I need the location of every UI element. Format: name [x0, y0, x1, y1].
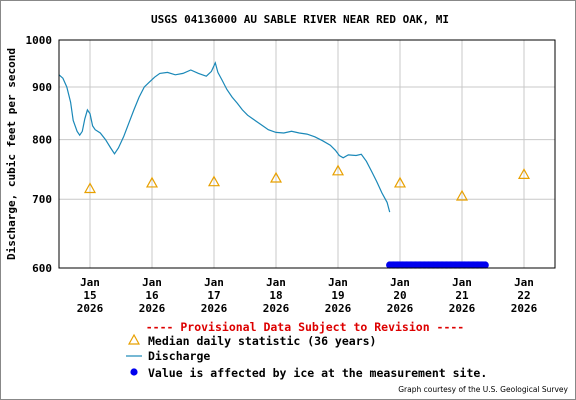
x-tick-label: 2026 — [263, 302, 290, 315]
median-point — [517, 168, 531, 179]
x-tick-label: Jan — [452, 276, 472, 289]
x-tick-label: 18 — [269, 289, 282, 302]
x-tick-label: Jan — [390, 276, 410, 289]
legend-ice-dot-icon — [130, 368, 138, 376]
x-tick-label: Jan — [80, 276, 100, 289]
median-point — [269, 171, 283, 183]
legend-median-label: Median daily statistic (36 years) — [148, 334, 376, 348]
y-tick-label: 700 — [32, 193, 52, 206]
x-tick-label: 19 — [331, 289, 344, 302]
y-tick-label: 600 — [32, 262, 52, 275]
y-tick-label: 1000 — [26, 34, 53, 47]
x-tick-label: 2026 — [139, 302, 166, 315]
x-tick-label: Jan — [514, 276, 534, 289]
y-tick-label: 900 — [32, 81, 52, 94]
x-tick-label: Jan — [266, 276, 286, 289]
y-tick-label: 800 — [32, 134, 52, 147]
series-layer — [58, 61, 531, 269]
plot-border — [58, 39, 556, 269]
y-axis-label: Discharge, cubic feet per second — [5, 48, 18, 260]
x-tick-label: 16 — [145, 289, 159, 302]
x-tick-label: Jan — [142, 276, 162, 289]
plot-area — [59, 40, 555, 268]
x-tick-label: 22 — [517, 289, 530, 302]
median-point — [207, 175, 221, 187]
median-point — [455, 189, 469, 201]
provisional-notice: ---- Provisional Data Subject to Revisio… — [146, 320, 465, 334]
x-tick-label: Jan — [328, 276, 348, 289]
legend-median-triangle-icon — [127, 333, 141, 345]
x-tick-label: 20 — [393, 289, 406, 302]
x-tick-label: 21 — [455, 289, 469, 302]
median-point — [83, 182, 97, 194]
chart-title: USGS 04136000 AU SABLE RIVER NEAR RED OA… — [151, 13, 449, 26]
discharge-series-line — [58, 61, 391, 213]
x-tick-label: 2026 — [511, 302, 538, 315]
axis-tick-labels: 1000900800700600Jan152026Jan162026Jan172… — [26, 34, 538, 315]
ice-affected-point — [481, 261, 489, 269]
x-tick-label: 2026 — [325, 302, 352, 315]
median-point — [393, 176, 407, 188]
x-tick-label: 2026 — [77, 302, 104, 315]
median-point — [145, 176, 159, 188]
x-tick-label: 15 — [83, 289, 96, 302]
x-tick-label: 2026 — [449, 302, 476, 315]
legend-discharge-label: Discharge — [148, 349, 210, 363]
x-tick-label: 2026 — [387, 302, 414, 315]
credit-text: Graph courtesy of the U.S. Geological Su… — [398, 385, 568, 394]
x-tick-label: Jan — [204, 276, 224, 289]
x-tick-label: 17 — [207, 289, 220, 302]
median-point — [331, 164, 345, 176]
legend-ice-label: Value is affected by ice at the measurem… — [148, 366, 487, 380]
x-tick-label: 2026 — [201, 302, 228, 315]
